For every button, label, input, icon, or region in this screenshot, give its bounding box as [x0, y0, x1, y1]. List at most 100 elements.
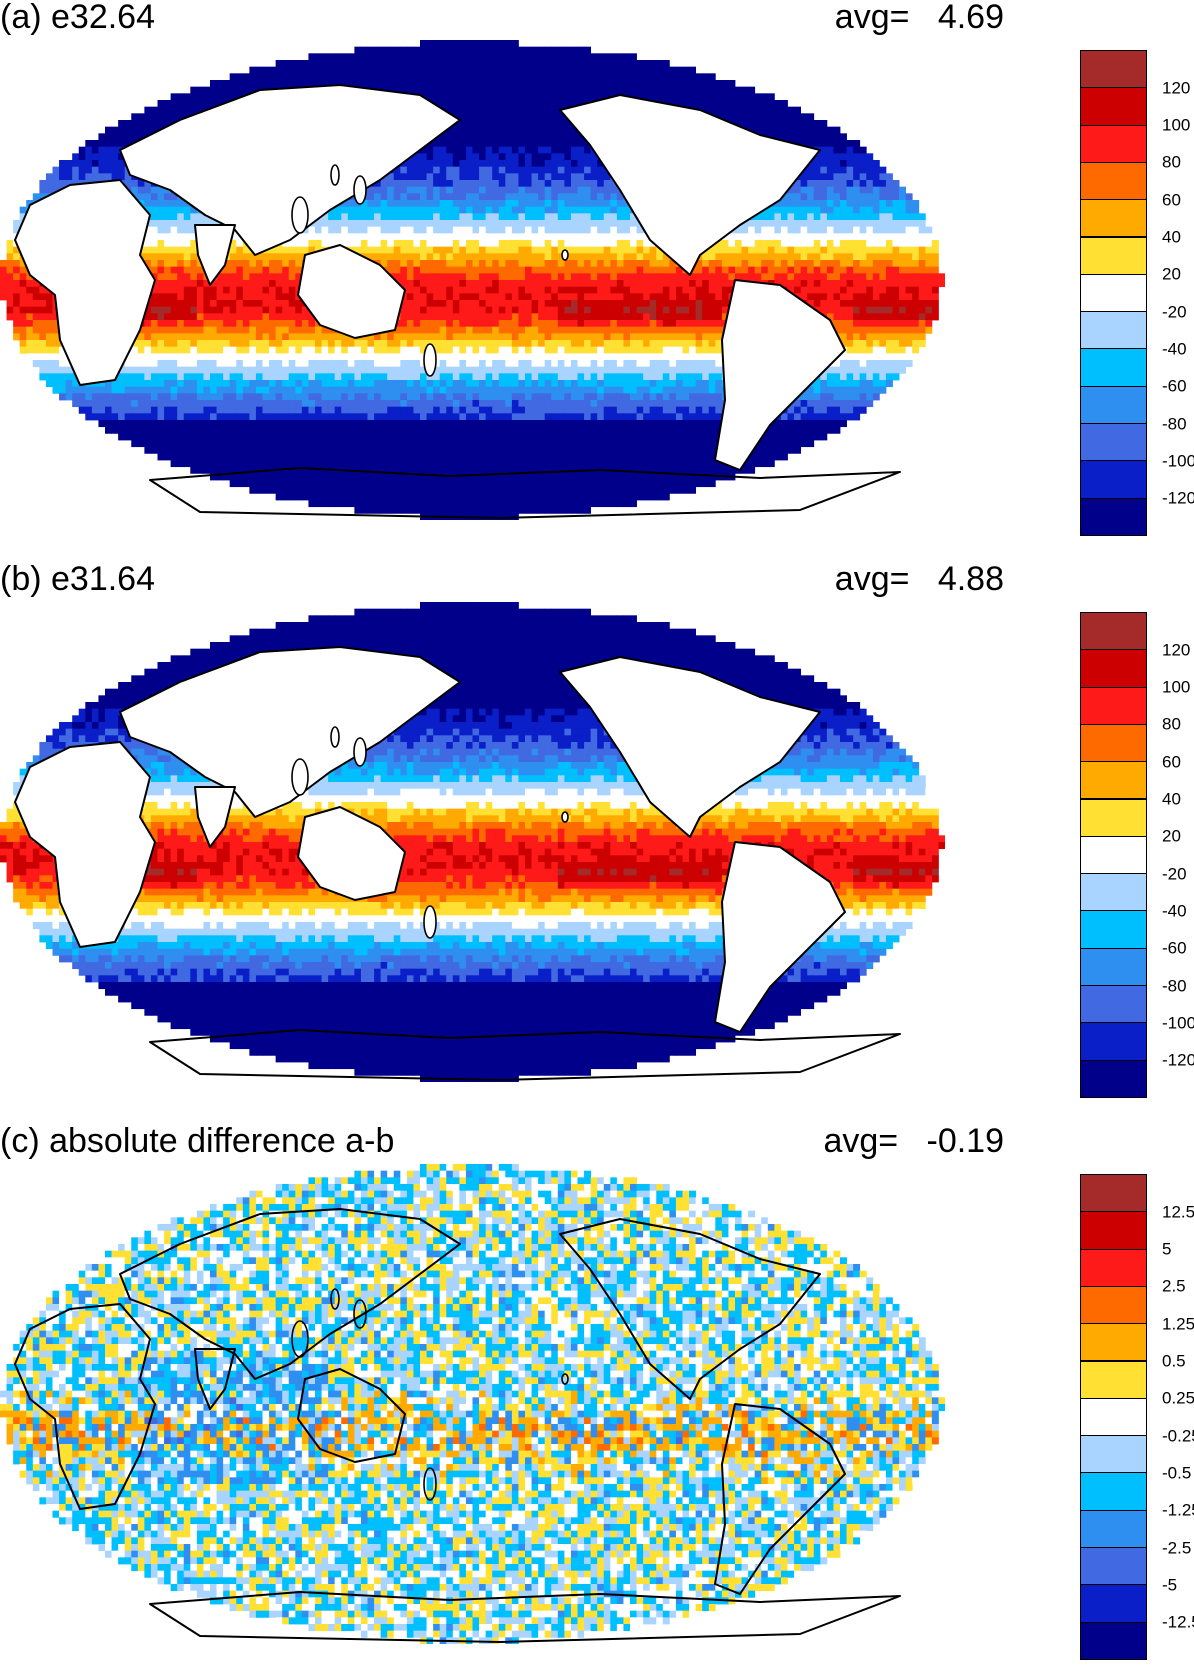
grid-cell	[426, 220, 434, 228]
grid-cell	[190, 100, 198, 108]
grid-cell	[196, 306, 204, 314]
grid-cell	[216, 80, 224, 88]
grid-cell	[616, 86, 624, 94]
grid-cell	[931, 273, 939, 281]
grid-cell	[872, 206, 880, 214]
grid-cell	[807, 226, 815, 234]
grid-cell	[774, 213, 782, 221]
grid-cell	[721, 313, 729, 321]
grid-cell	[439, 160, 447, 168]
grid-cell	[479, 146, 487, 154]
grid-cell	[544, 273, 552, 281]
grid-cell	[32, 300, 40, 308]
grid-cell	[275, 73, 283, 81]
grid-cell	[433, 260, 441, 268]
grid-cell	[177, 306, 185, 314]
grid-cell	[577, 173, 585, 181]
grid-cell	[570, 206, 578, 214]
grid-cell	[446, 40, 454, 48]
grid-cell	[525, 300, 532, 308]
grid-cell	[649, 300, 657, 308]
grid-cell	[498, 200, 506, 208]
grid-cell	[511, 240, 519, 248]
grid-cell	[459, 246, 467, 254]
grid-cell	[452, 140, 460, 148]
grid-cell	[439, 93, 447, 101]
grid-cell	[6, 306, 14, 314]
grid-cell	[13, 306, 21, 314]
grid-cell	[479, 280, 487, 288]
grid-cell	[347, 73, 355, 81]
grid-cell	[433, 100, 441, 108]
grid-cell	[557, 246, 565, 254]
grid-cell	[400, 220, 408, 228]
grid-cell	[800, 126, 808, 134]
grid-cell	[669, 100, 677, 108]
grid-cell	[544, 133, 552, 141]
grid-cell	[597, 240, 605, 248]
grid-cell	[420, 200, 427, 208]
grid-cell	[492, 166, 500, 174]
grid-cell	[807, 133, 815, 141]
grid-cell	[452, 213, 460, 221]
grid-cell	[177, 280, 185, 288]
grid-cell	[426, 180, 434, 188]
grid-cell	[426, 86, 434, 94]
grid-cell	[446, 206, 454, 214]
grid-cell	[262, 280, 270, 288]
grid-cell	[623, 53, 631, 61]
grid-cell	[354, 66, 362, 74]
grid-cell	[479, 206, 487, 214]
grid-cell	[754, 246, 762, 254]
grid-cell	[334, 53, 342, 61]
grid-cell	[262, 253, 270, 261]
grid-cell	[492, 206, 500, 214]
grid-cell	[131, 133, 139, 141]
grid-cell	[203, 293, 211, 301]
grid-cell	[374, 53, 382, 61]
grid-cell	[367, 233, 375, 241]
grid-cell	[525, 140, 532, 148]
grid-cell	[341, 66, 349, 74]
grid-cell	[190, 313, 198, 321]
grid-cell	[485, 293, 493, 301]
grid-cell	[65, 180, 73, 188]
grid-cell	[636, 320, 644, 328]
grid-cell	[321, 80, 329, 88]
grid-cell	[446, 106, 454, 114]
grid-cell	[820, 206, 828, 214]
grid-cell	[492, 133, 500, 141]
grid-cell	[400, 80, 408, 88]
grid-cell	[538, 120, 546, 128]
grid-cell	[216, 306, 224, 314]
grid-cell	[662, 306, 670, 314]
grid-cell	[853, 226, 861, 234]
grid-cell	[564, 300, 572, 308]
grid-cell	[741, 120, 749, 128]
grid-cell	[551, 140, 559, 148]
grid-cell	[584, 260, 592, 268]
grid-cell	[413, 273, 421, 281]
grid-cell	[662, 60, 670, 68]
grid-cell	[13, 253, 21, 261]
grid-cell	[269, 260, 277, 268]
grid-cell	[255, 320, 263, 328]
grid-cell	[459, 53, 467, 61]
grid-cell	[459, 186, 467, 194]
grid-cell	[505, 233, 513, 241]
grid-cell	[321, 213, 329, 221]
grid-cell	[452, 60, 460, 68]
grid-cell	[780, 193, 788, 201]
grid-cell	[479, 126, 487, 134]
grid-cell	[295, 300, 303, 308]
grid-cell	[236, 313, 244, 321]
grid-cell	[590, 233, 598, 241]
grid-cell	[525, 280, 532, 288]
grid-cell	[249, 273, 257, 281]
grid-cell	[702, 260, 710, 268]
grid-cell	[577, 160, 585, 168]
grid-cell	[282, 313, 290, 321]
grid-cell	[518, 286, 526, 294]
grid-cell	[846, 306, 854, 314]
grid-cell	[282, 293, 290, 301]
